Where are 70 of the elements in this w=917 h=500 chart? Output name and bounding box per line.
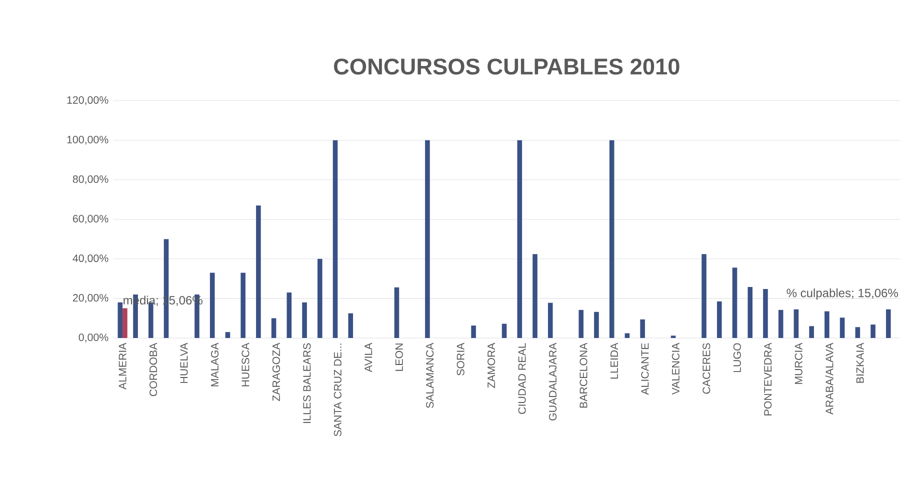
bar (640, 319, 645, 338)
x-tick-label: MALAGA (210, 342, 219, 386)
bar (256, 205, 261, 338)
bar (532, 254, 538, 338)
bar (332, 140, 338, 338)
bar (348, 313, 354, 338)
bar (240, 272, 246, 338)
bar (855, 327, 860, 338)
bar (548, 302, 553, 338)
x-tick-label: CIUDAD REAL (518, 343, 526, 414)
bar (122, 308, 128, 338)
x-tick-label: MURCIA (794, 342, 802, 384)
bar (271, 318, 276, 338)
x-tick-label: BIZKAIA (856, 342, 864, 383)
x-tick-label: SALAMANCA (426, 342, 434, 408)
bar (809, 326, 814, 338)
bar (870, 324, 876, 338)
x-tick-label: SORIA (456, 342, 464, 376)
x-tick-label: HUESCA (242, 342, 250, 386)
x-tick-label: BARCELONA (580, 342, 588, 408)
bar (748, 286, 753, 338)
x-tick-label: ZARAGOZA (272, 342, 280, 402)
x-tick-label: ZAMORA (488, 342, 496, 388)
bar (886, 309, 891, 338)
y-tick-label: 0,00% (78, 334, 108, 342)
bar (840, 318, 845, 338)
x-tick-label: ARABA/ALAVA (825, 342, 834, 415)
x-tick-label: PONTEVEDRA (764, 342, 772, 416)
y-tick-label: 40,00% (72, 254, 108, 264)
bar (118, 302, 123, 338)
y-tick-label: 60,00% (72, 214, 108, 224)
bar (317, 258, 322, 338)
x-tick-label: GUADALAJARA (548, 342, 557, 420)
x-tick-label: LLEIDA (610, 342, 618, 379)
bar (394, 287, 400, 338)
x-tick-label: ALMERIA (118, 342, 126, 390)
bar (609, 140, 614, 338)
x-tick-label: CORDOBA (150, 342, 158, 396)
annotation: % culpables; 15,06% (786, 288, 898, 300)
bar (778, 310, 784, 338)
chart-title: CONCURSOS CULPABLES 2010 (334, 58, 680, 75)
x-tick-label: HUELVA (180, 342, 188, 383)
bar (471, 326, 476, 338)
x-tick-label: SANTA CRUZ DE... (334, 344, 342, 436)
x-tick-label: LUGO (733, 343, 741, 372)
bar (578, 310, 584, 338)
x-tick-label: ILLES BALEARS (303, 343, 311, 423)
bar (594, 312, 599, 338)
x-tick-label: ALICANTE (641, 343, 649, 395)
bar (210, 272, 215, 338)
bar (502, 324, 507, 338)
bar (824, 311, 830, 338)
y-tick-label: 120,00% (67, 96, 108, 106)
x-tick-label: CACERES (702, 343, 710, 394)
bar (763, 288, 768, 338)
bar (517, 140, 522, 338)
y-tick-label: 20,00% (72, 294, 108, 303)
bar (794, 309, 799, 338)
bar (732, 268, 738, 338)
x-tick-label: AVILA (364, 342, 372, 372)
bar (302, 302, 307, 338)
y-tick-label: 80,00% (72, 175, 108, 184)
x-tick-label: VALENCIA (672, 342, 680, 395)
y-tick-label: 100,00% (67, 136, 108, 145)
bar (286, 292, 292, 338)
bar (225, 332, 230, 338)
x-tick-label: LEON (395, 344, 403, 371)
bar (425, 140, 430, 338)
bar (702, 254, 706, 338)
bar (716, 301, 722, 338)
